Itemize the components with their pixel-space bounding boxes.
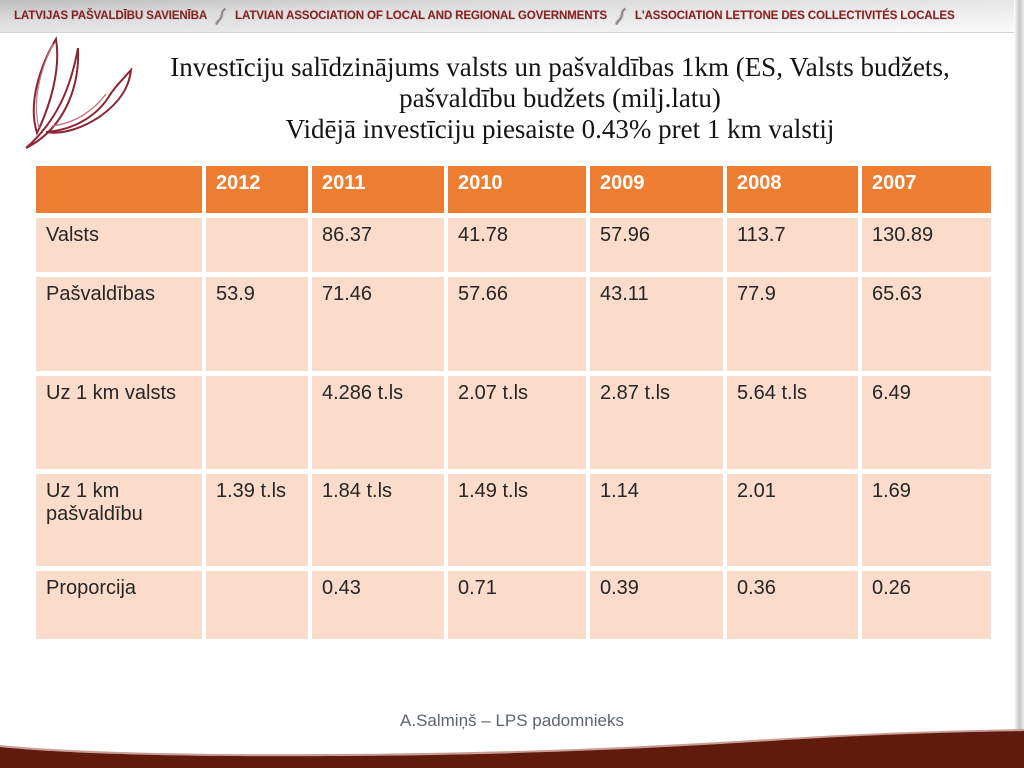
row-label: Pašvaldības (36, 277, 202, 371)
row-label: Uz 1 km pašvaldību (36, 474, 202, 566)
title-line-main: Investīciju salīdzinājums valsts un pašv… (170, 52, 950, 113)
table-cell: 0.36 (727, 571, 858, 639)
row-label: Valsts (36, 218, 202, 272)
header-cell-2012: 2012 (206, 166, 308, 213)
table-cell: 53.9 (206, 277, 308, 371)
table-cell: 86.37 (312, 218, 444, 272)
header-cell-2011: 2011 (312, 166, 444, 213)
table-cell (206, 218, 308, 272)
header-cell-2009: 2009 (590, 166, 723, 213)
table-cell: 57.66 (448, 277, 586, 371)
title-line-sub: Vidējā investīciju piesaiste 0.43% pret … (285, 114, 835, 144)
table-cell: 77.9 (727, 277, 858, 371)
slide-title: Investīciju salīdzinājums valsts un pašv… (122, 52, 998, 145)
table-cell: 2.87 t.ls (590, 376, 723, 469)
organization-banner: LATVIJAS PAŠVALDĪBU SAVIENĪBA LATVIAN AS… (0, 0, 1014, 33)
table-cell: 1.69 (862, 474, 991, 566)
header-cell-2008: 2008 (727, 166, 858, 213)
table-row: Proporcija 0.43 0.71 0.39 0.36 0.26 (36, 571, 991, 639)
table-cell: 0.26 (862, 571, 991, 639)
table-cell: 2.01 (727, 474, 858, 566)
table-cell: 0.39 (590, 571, 723, 639)
table-header-row: 2012 2011 2010 2009 2008 2007 (36, 166, 991, 213)
org-name-french: L'ASSOCIATION LETTONE DES COLLECTIVITÉS … (634, 10, 955, 22)
table-row: Valsts 86.37 41.78 57.96 113.7 130.89 (36, 218, 991, 272)
table-cell: 65.63 (862, 277, 991, 371)
table-cell: 6.49 (862, 376, 991, 469)
table-row: Uz 1 km pašvaldību 1.39 t.ls 1.84 t.ls 1… (36, 474, 991, 566)
row-label: Uz 1 km valsts (36, 376, 202, 469)
table-cell: 1.39 t.ls (206, 474, 308, 566)
header-cell-empty (36, 166, 202, 213)
table-cell: 0.43 (312, 571, 444, 639)
lps-tulip-logo-icon (25, 36, 133, 149)
table-cell: 4.286 t.ls (312, 376, 444, 469)
table-cell: 41.78 (448, 218, 586, 272)
table-cell: 71.46 (312, 277, 444, 371)
investment-table-wrap: 2012 2011 2010 2009 2008 2007 Valsts 86.… (32, 161, 995, 644)
table-row: Pašvaldības 53.9 71.46 57.66 43.11 77.9 … (36, 277, 991, 371)
table-row: Uz 1 km valsts 4.286 t.ls 2.07 t.ls 2.87… (36, 376, 991, 469)
table-cell: 57.96 (590, 218, 723, 272)
table-cell: 1.49 t.ls (448, 474, 586, 566)
header-cell-2007: 2007 (862, 166, 991, 213)
table-cell: 0.71 (448, 571, 586, 639)
swoosh-separator-icon (614, 6, 627, 25)
investment-table: 2012 2011 2010 2009 2008 2007 Valsts 86.… (32, 161, 995, 644)
table-cell: 130.89 (862, 218, 991, 272)
table-cell: 43.11 (590, 277, 723, 371)
swoosh-separator-icon (215, 6, 227, 25)
table-cell: 1.84 t.ls (312, 474, 444, 566)
bottom-wave-decoration (0, 729, 1024, 768)
table-cell: 5.64 t.ls (727, 376, 858, 469)
org-name-english: LATVIAN ASSOCIATION OF LOCAL AND REGIONA… (235, 10, 607, 22)
row-label: Proporcija (36, 571, 202, 639)
table-cell (206, 571, 308, 639)
table-cell: 113.7 (727, 218, 858, 272)
table-cell: 2.07 t.ls (448, 376, 586, 469)
org-name-latvian: LATVIJAS PAŠVALDĪBU SAVIENĪBA (14, 10, 208, 22)
table-cell: 1.14 (590, 474, 723, 566)
footer-credit: A.Salmiņš – LPS padomnieks (400, 711, 624, 730)
table-cell (206, 376, 308, 469)
header-cell-2010: 2010 (448, 166, 586, 213)
page-edge-shadow (1014, 0, 1024, 768)
